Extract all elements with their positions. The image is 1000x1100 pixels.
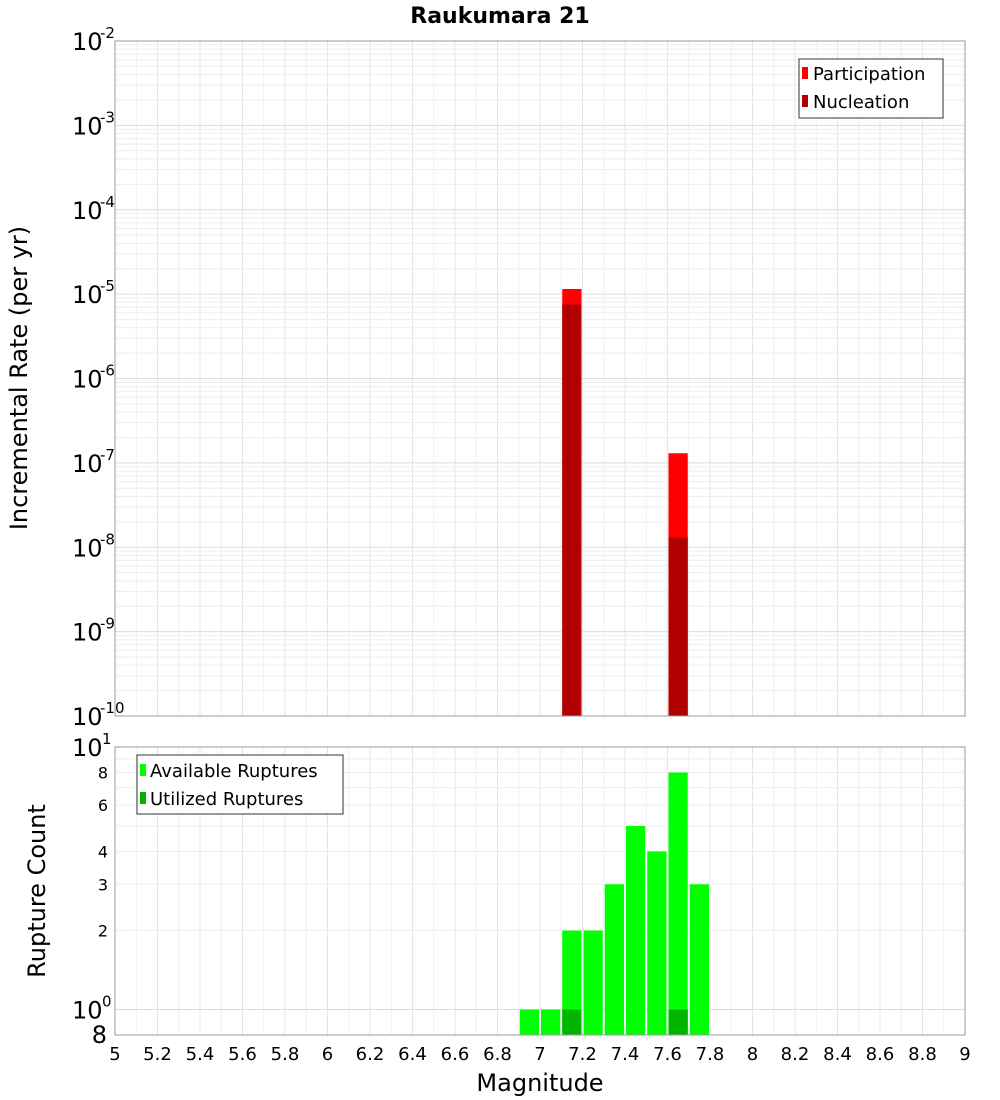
available-ruptures-bar bbox=[604, 884, 624, 1035]
y-tick-exponent: -10 bbox=[100, 699, 125, 717]
top-plot-frame bbox=[114, 40, 966, 717]
y-tick-exponent: -6 bbox=[100, 362, 115, 380]
y-tick-label: 10-4 bbox=[72, 193, 115, 225]
legend-label-nucleation: Nucleation bbox=[813, 92, 909, 113]
legend-label-participation: Participation bbox=[813, 64, 925, 85]
legend-swatch-utilized bbox=[140, 792, 146, 804]
available-ruptures-bar bbox=[519, 1009, 539, 1035]
x-tick-label: 6.4 bbox=[398, 1044, 427, 1065]
y-tick-base: 10 bbox=[72, 112, 103, 140]
utilized-ruptures-bar bbox=[668, 1009, 688, 1035]
y-tick-exponent: -8 bbox=[100, 530, 115, 548]
x-axis-label: Magnitude bbox=[476, 1069, 603, 1097]
y-tick-base: 10 bbox=[72, 197, 103, 225]
utilized-ruptures-bar bbox=[562, 1009, 582, 1035]
y-tick-base: 10 bbox=[72, 734, 103, 762]
x-tick-label: 5.2 bbox=[143, 1044, 172, 1065]
legend-label-utilized: Utilized Ruptures bbox=[150, 789, 303, 810]
bottom-legend-box bbox=[136, 754, 344, 815]
x-tick-label: 5 bbox=[109, 1044, 120, 1065]
y-tick-label: 10-9 bbox=[72, 615, 115, 647]
y-tick-label: 10-7 bbox=[72, 446, 115, 478]
y-tick-exponent: -2 bbox=[100, 24, 115, 42]
top-y-ticks: 10-210-310-410-510-610-710-810-910-10 bbox=[72, 24, 125, 731]
bottom-bars bbox=[519, 772, 709, 1035]
y-tick-label: 10 1 bbox=[72, 730, 112, 762]
y-tick-exponent: 0 bbox=[102, 993, 112, 1011]
y-tick-base: 10 bbox=[72, 366, 103, 394]
x-tick-label: 5.6 bbox=[228, 1044, 257, 1065]
x-tick-label: 7.6 bbox=[653, 1044, 682, 1065]
y-tick-exponent: -5 bbox=[100, 277, 115, 295]
nucleation-bar bbox=[562, 304, 582, 716]
x-tick-label: 5.8 bbox=[271, 1044, 300, 1065]
x-tick-label: 8 bbox=[747, 1044, 758, 1065]
chart-title: Raukumara 21 bbox=[410, 4, 589, 29]
x-tick-label: 7.8 bbox=[696, 1044, 725, 1065]
x-tick-label: 6.8 bbox=[483, 1044, 512, 1065]
top-legend: Participation Nucleation bbox=[798, 58, 944, 119]
y-tick-exponent: 1 bbox=[102, 730, 112, 748]
y-tick-exponent: -9 bbox=[100, 615, 115, 633]
x-tick-label: 8.8 bbox=[908, 1044, 937, 1065]
x-tick-label: 5.4 bbox=[186, 1044, 215, 1065]
y-tick-base: 10 bbox=[72, 450, 103, 478]
bottom-plot-frame bbox=[114, 746, 966, 1036]
y-tick-label: 10-10 bbox=[72, 699, 125, 731]
x-tick-label: 6.2 bbox=[356, 1044, 385, 1065]
y-tick-label: 10-6 bbox=[72, 362, 115, 394]
y-tick-base: 10 bbox=[72, 28, 103, 56]
bottom-legend: Available Ruptures Utilized Ruptures bbox=[136, 754, 344, 815]
x-tick-label: 8.6 bbox=[866, 1044, 895, 1065]
y-tick-label: 3 bbox=[98, 875, 108, 894]
y-tick-label: 6 bbox=[98, 796, 108, 815]
available-ruptures-bar bbox=[647, 851, 667, 1035]
top-bars bbox=[562, 289, 688, 716]
y-tick-base: 10 bbox=[72, 703, 103, 731]
available-ruptures-bar bbox=[626, 826, 646, 1035]
x-tick-label: 9 bbox=[959, 1044, 970, 1065]
y-tick-label: 10-3 bbox=[72, 108, 115, 140]
y-tick-label: 8 bbox=[92, 1021, 107, 1049]
y-tick-exponent: -3 bbox=[100, 108, 115, 126]
x-tick-label: 8.4 bbox=[823, 1044, 852, 1065]
x-ticks: 5 5.2 5.4 5.6 5.8 6 6.2 6.4 6.6 6.8 7 7.2 7.4 7.6 7.8 8… bbox=[109, 1044, 970, 1065]
y-tick-label: 4 bbox=[98, 842, 108, 861]
y-tick-label: 8 bbox=[98, 763, 108, 782]
x-tick-label: 7 bbox=[534, 1044, 545, 1065]
x-tick-label: 8.2 bbox=[781, 1044, 810, 1065]
y-tick-label: 10-8 bbox=[72, 530, 115, 562]
legend-swatch-available bbox=[140, 764, 146, 776]
y-tick-base: 10 bbox=[72, 281, 103, 309]
y-tick-label: 10 0 bbox=[72, 993, 112, 1025]
bottom-y-axis-label: Rupture Count bbox=[23, 804, 51, 978]
legend-swatch-participation bbox=[802, 67, 808, 79]
x-tick-label: 6.6 bbox=[441, 1044, 470, 1065]
top-legend-box bbox=[798, 58, 944, 119]
legend-swatch-nucleation bbox=[802, 95, 808, 107]
x-tick-label: 7.4 bbox=[611, 1044, 640, 1065]
available-ruptures-bar bbox=[541, 1009, 561, 1035]
top-y-axis-label: Incremental Rate (per yr) bbox=[5, 226, 33, 530]
top-grid bbox=[114, 41, 966, 717]
y-tick-base: 10 bbox=[72, 619, 103, 647]
y-tick-exponent: -7 bbox=[100, 446, 115, 464]
y-tick-base: 10 bbox=[72, 534, 103, 562]
x-tick-label: 7.2 bbox=[568, 1044, 597, 1065]
available-ruptures-bar bbox=[562, 930, 582, 1035]
available-ruptures-bar bbox=[689, 884, 709, 1035]
legend-label-available: Available Ruptures bbox=[150, 761, 318, 782]
y-tick-label: 2 bbox=[98, 922, 108, 941]
nucleation-bar bbox=[668, 537, 688, 716]
available-ruptures-bar bbox=[583, 930, 603, 1035]
y-tick-label: 10-5 bbox=[72, 277, 115, 309]
y-tick-base: 10 bbox=[72, 997, 103, 1025]
y-tick-label: 10-2 bbox=[72, 24, 115, 56]
available-ruptures-bar bbox=[668, 772, 688, 1035]
x-tick-label: 6 bbox=[322, 1044, 333, 1065]
y-tick-exponent: -4 bbox=[100, 193, 115, 211]
